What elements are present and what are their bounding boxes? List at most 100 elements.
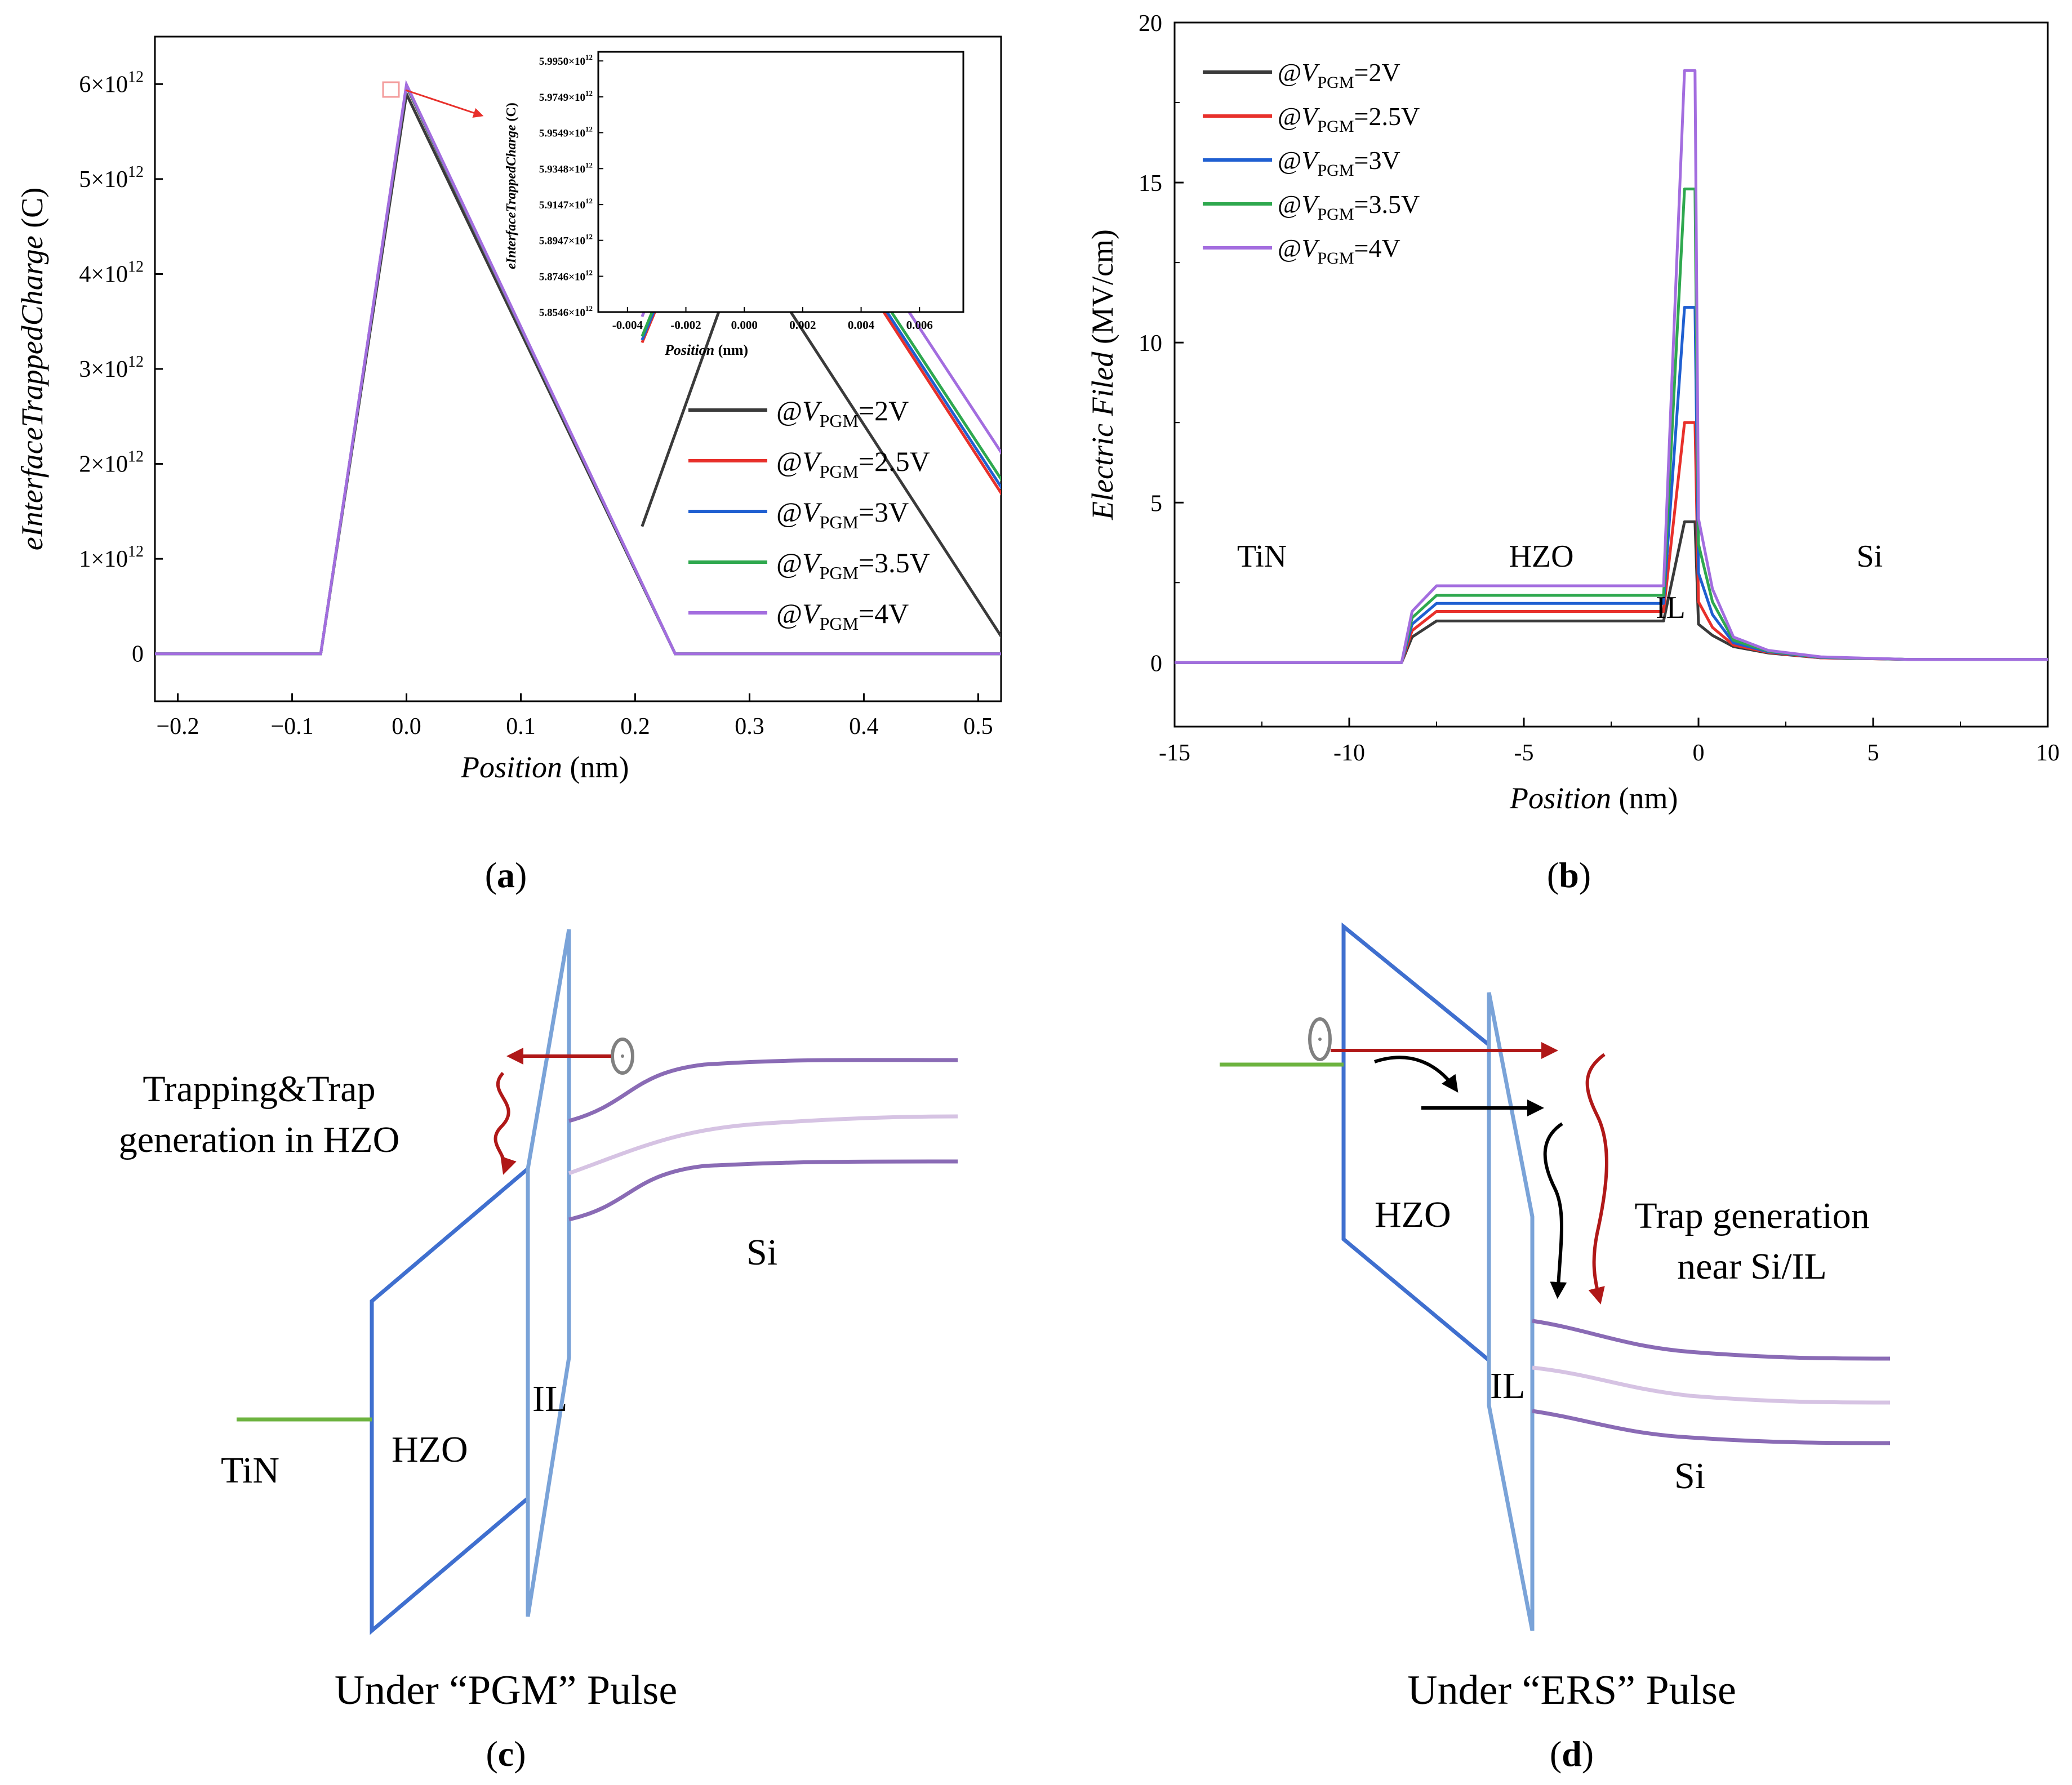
- chart-b-xtick-label: -5: [1514, 740, 1534, 766]
- region-label: Si: [1856, 539, 1883, 574]
- chart-a-xlabel: Position (nm): [460, 750, 629, 784]
- label-si: Si: [746, 1232, 777, 1273]
- si-conduction-band: [568, 1058, 958, 1123]
- chart-a-xtick-label: −0.2: [157, 714, 199, 740]
- electron-icon: [1308, 1017, 1332, 1061]
- label-near-si-il: near Si/IL: [1677, 1246, 1827, 1287]
- chart-b-xtick-label: 5: [1868, 740, 1879, 766]
- panel-label-d: (d): [1550, 1734, 1594, 1774]
- inset-ytick-label: 5.9950×1012: [539, 53, 593, 68]
- chart-a-inset: -0.004 -0.002 0.000 0.002 0.004 0.006 5.8546×1…: [504, 51, 964, 358]
- chart-b-line: [1175, 306, 2048, 664]
- panel-label-a: (a): [485, 855, 527, 895]
- chart-a-ytick-label: 2×1012: [79, 448, 144, 478]
- label-hzo: HZO: [1375, 1194, 1451, 1235]
- trap-black-arrow: [1543, 1122, 1567, 1299]
- chart-a: −0.2 −0.1 0.0 0.1 0.2 0.3 0.4 0.5 0 1×1012 2×1012 3…: [15, 35, 1002, 895]
- chart-a-legend: @VPGM=2V @VPGM=2.5V @VPGM=3V @VPGM=3.5V @VPG…: [688, 395, 930, 634]
- legend-label: @VPGM=2V: [776, 395, 909, 431]
- inset-xtick-label: 0.006: [906, 318, 933, 332]
- trap-red-arrow: [1585, 1053, 1608, 1305]
- inset-xtick-label: 0.000: [731, 318, 758, 332]
- inset-ticks: -0.004 -0.002 0.000 0.002 0.004 0.006 5.8546×1…: [539, 53, 933, 332]
- legend-label: @VPGM=2.5V: [776, 446, 930, 482]
- legend-label: @VPGM=4V: [776, 598, 909, 634]
- chart-b-xtick-label: 0: [1693, 740, 1705, 766]
- inset-ytick-label: 5.9147×1012: [539, 197, 593, 211]
- chart-a-xtick-label: 0.3: [735, 714, 764, 740]
- legend-label: @VPGM=3.5V: [776, 547, 930, 583]
- trapping-arrow: [493, 1071, 517, 1175]
- label-il: IL: [1490, 1365, 1525, 1406]
- electron-icon: [611, 1038, 634, 1075]
- hzo-barrier: [1341, 922, 1491, 1362]
- legend-label: @VPGM=2V: [1278, 58, 1400, 92]
- chart-b-xtick-label: 10: [2036, 740, 2060, 766]
- chart-a-ylabel: eInterfaceTrappedCharge (C): [15, 188, 49, 550]
- legend-label: @VPGM=2.5V: [1278, 102, 1420, 136]
- chart-a-xtick-label: 0.2: [620, 714, 650, 740]
- chart-a-xtick-label: −0.1: [270, 714, 313, 740]
- label-trapping: Trapping&Trap: [143, 1069, 375, 1110]
- legend-label: @VPGM=3.5V: [1278, 190, 1420, 224]
- label-generation-hzo: generation in HZO: [119, 1119, 400, 1160]
- chart-b-ylabel: Electric Filed (MV/cm): [1086, 229, 1119, 520]
- si-intrinsic-level: [1532, 1365, 1891, 1405]
- si-valence-band: [568, 1159, 958, 1222]
- chart-b-ytick-label: 15: [1139, 171, 1162, 197]
- band-diagram-ers: HZO Trap generation near Si/IL IL Si Und…: [1220, 922, 1891, 1774]
- inset-ytick-label: 5.8546×1012: [539, 304, 593, 319]
- chart-a-series: [155, 79, 1001, 656]
- chart-b-ytick-label: 0: [1150, 651, 1162, 676]
- caption-pgm: Under “PGM” Pulse: [335, 1667, 677, 1713]
- il-barrier: [1487, 992, 1535, 1631]
- chart-a-ytick-label: 6×1012: [79, 68, 144, 97]
- chart-a-ytick-label: 1×1012: [79, 543, 144, 572]
- chart-a-ytick-label: 5×1012: [79, 163, 144, 193]
- si-intrinsic-level: [568, 1114, 958, 1176]
- chart-b-series: [1175, 69, 2048, 664]
- chart-b-ytick-label: 5: [1150, 491, 1162, 517]
- chart-a-xtick-label: 0.0: [392, 714, 421, 740]
- injection-arrow: [1374, 1056, 1459, 1093]
- legend-label: @VPGM=3V: [1278, 146, 1400, 180]
- chart-b-ytick-label: 20: [1139, 11, 1162, 37]
- region-label: HZO: [1509, 539, 1573, 574]
- chart-b-xlabel: Position (nm): [1509, 781, 1678, 815]
- label-trap-generation: Trap generation: [1634, 1195, 1869, 1236]
- caption-ers: Under “ERS” Pulse: [1407, 1667, 1736, 1713]
- legend-label: @VPGM=3V: [776, 496, 909, 532]
- label-si: Si: [1674, 1455, 1705, 1497]
- inset-xlabel: Position (nm): [664, 342, 748, 358]
- chart-a-ytick-label: 3×1012: [79, 353, 144, 382]
- inset-ylabel: eInterfaceTrappedCharge (C): [504, 103, 519, 269]
- zoom-arrow: [405, 89, 484, 118]
- inset-frame: [597, 51, 964, 313]
- chart-b-xtick-label: -15: [1159, 740, 1190, 766]
- zoom-marker: [382, 81, 400, 98]
- inset-ytick-label: 5.8746×1012: [539, 268, 593, 283]
- chart-b-line: [1175, 69, 2048, 664]
- chart-a-ytick-label: 4×1012: [79, 258, 144, 287]
- si-valence-band: [1532, 1409, 1891, 1445]
- region-label: IL: [1656, 590, 1686, 625]
- hzo-barrier: [370, 1167, 530, 1635]
- chart-a-xtick-label: 0.4: [849, 714, 879, 740]
- chart-b-region-labels: TiN HZO IL Si: [1237, 539, 1883, 625]
- chart-b-line: [1175, 520, 2048, 664]
- panel-label-b: (b): [1547, 855, 1591, 895]
- inset-ytick-label: 5.8947×1012: [539, 233, 593, 247]
- inset-xtick-label: 0.004: [848, 318, 875, 332]
- inset-xtick-label: -0.004: [612, 318, 643, 332]
- label-tin: TiN: [221, 1450, 279, 1491]
- inset-xtick-label: -0.002: [670, 318, 701, 332]
- chart-a-line: [155, 79, 1001, 656]
- inset-ytick-label: 5.9549×1012: [539, 125, 593, 140]
- label-hzo: HZO: [392, 1429, 468, 1470]
- chart-b-ticks: -15 -10 -5 0 5 10 0 5 10 15 20: [1139, 11, 2060, 766]
- si-conduction-band: [1532, 1319, 1891, 1361]
- inset-xtick-label: 0.002: [789, 318, 816, 332]
- electron-dot: [621, 1054, 624, 1058]
- chart-b: -15 -10 -5 0 5 10 0 5 10 15 20 TiN HZO IL Si @VPGM=2V…: [1086, 11, 2060, 895]
